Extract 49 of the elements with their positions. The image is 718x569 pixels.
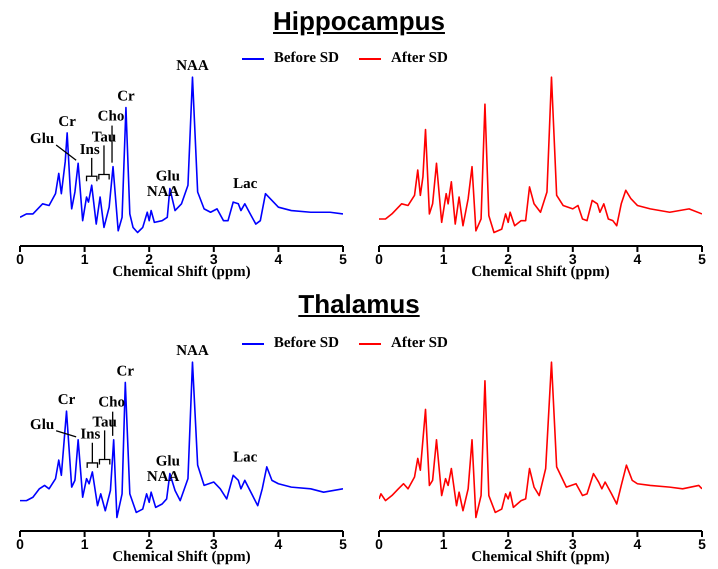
annotation: Cr [58,114,76,130]
x-tick-label: 0 [375,250,384,267]
x-axis-title: Chemical Shift (ppm) [471,264,610,280]
x-tick-label: 3 [568,250,577,267]
x-tick-label: 5 [339,250,348,267]
x-tick-label: 3 [210,536,218,552]
x-tick-label: 4 [634,536,642,552]
annotation: Cr [116,363,134,380]
x-axis-title: Chemical Shift (ppm) [112,264,251,280]
x-tick-label: 1 [440,250,448,267]
annotation: Cr [117,88,136,105]
x-tick-label: 2 [504,536,512,552]
x-tick-label: 5 [339,536,348,552]
annotation: Glu [30,416,54,433]
chart-title: Hippocampus [273,6,445,36]
chart-title: Thalamus [298,289,420,319]
annotation: NAA [176,58,209,74]
x-tick-label: 1 [80,536,89,552]
x-axis-title: Chemical Shift (ppm) [112,549,251,565]
annotation: Glu [30,131,54,147]
x-tick-label: 1 [440,536,448,552]
annotation: Ins [80,142,100,158]
x-tick-label: 3 [210,250,218,267]
legend-label: After SD [391,50,448,67]
legend-label: Before SD [274,335,339,352]
legend-label: After SD [391,335,448,352]
x-tick-label: 0 [375,536,384,552]
x-tick-label: 5 [698,250,706,267]
annotation: Glu [156,168,180,185]
annotation: Glu [156,454,180,470]
x-tick-label: 2 [504,250,512,267]
x-tick-label: 2 [145,536,154,552]
annotation: Ins [80,426,101,443]
x-tick-label: 2 [145,250,154,267]
legend-label: Before SD [274,50,339,67]
annotation: Cr [58,392,76,408]
x-tick-label: 0 [16,250,24,267]
x-axis-title: Chemical Shift (ppm) [471,549,610,565]
x-tick-label: 3 [568,536,577,552]
annotation: NAA [176,343,209,360]
annotation: Lac [233,176,258,192]
annotation: Cho [98,108,124,125]
annotation: Lac [233,449,258,466]
x-tick-label: 4 [634,250,642,267]
x-tick-label: 4 [274,536,282,552]
x-tick-label: 1 [80,250,89,267]
x-tick-label: 0 [16,536,24,552]
x-tick-label: 4 [274,250,282,267]
x-tick-label: 5 [698,536,706,552]
